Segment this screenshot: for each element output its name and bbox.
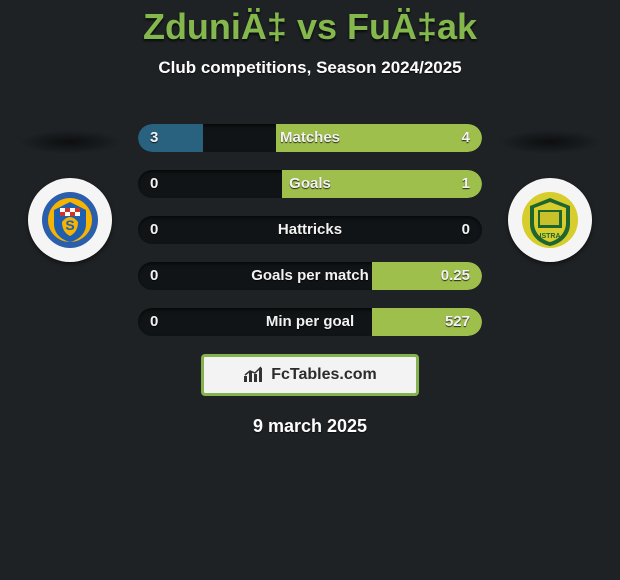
svg-text:S: S — [65, 217, 74, 233]
bar-chart-icon — [243, 366, 265, 384]
shield-icon: S — [38, 188, 102, 252]
team-left-crest: S — [28, 178, 112, 262]
brand-label: FcTables.com — [271, 366, 377, 384]
page-title: ZduniÄ‡ vs FuÄ‡ak — [0, 0, 620, 48]
bar-right — [372, 308, 482, 336]
stat-value-left: 0 — [150, 216, 158, 244]
stat-value-right: 0 — [462, 216, 470, 244]
team-right-crest: ISTRA — [508, 178, 592, 262]
bar-left — [138, 124, 203, 152]
match-date: 9 march 2025 — [0, 416, 620, 437]
brand-badge[interactable]: FcTables.com — [201, 354, 419, 396]
page-subtitle: Club competitions, Season 2024/2025 — [0, 58, 620, 78]
bar-right — [372, 262, 482, 290]
stat-row: Min per goal0527 — [138, 308, 482, 336]
stat-label: Hattricks — [138, 216, 482, 244]
comparison-chart: Matches34Goals01Hattricks00Goals per mat… — [138, 124, 482, 336]
stat-value-left: 0 — [150, 170, 158, 198]
crest-shadow — [498, 130, 602, 154]
stat-row: Goals per match00.25 — [138, 262, 482, 290]
bar-right — [276, 124, 482, 152]
svg-text:ISTRA: ISTRA — [540, 233, 561, 240]
stat-row: Goals01 — [138, 170, 482, 198]
stat-value-left: 0 — [150, 262, 158, 290]
stat-row: Hattricks0 0 — [138, 216, 482, 244]
crest-shadow — [18, 130, 122, 154]
shield-icon: ISTRA — [518, 188, 582, 252]
stat-value-left: 0 — [150, 308, 158, 336]
bar-right — [282, 170, 482, 198]
stat-row: Matches34 — [138, 124, 482, 152]
